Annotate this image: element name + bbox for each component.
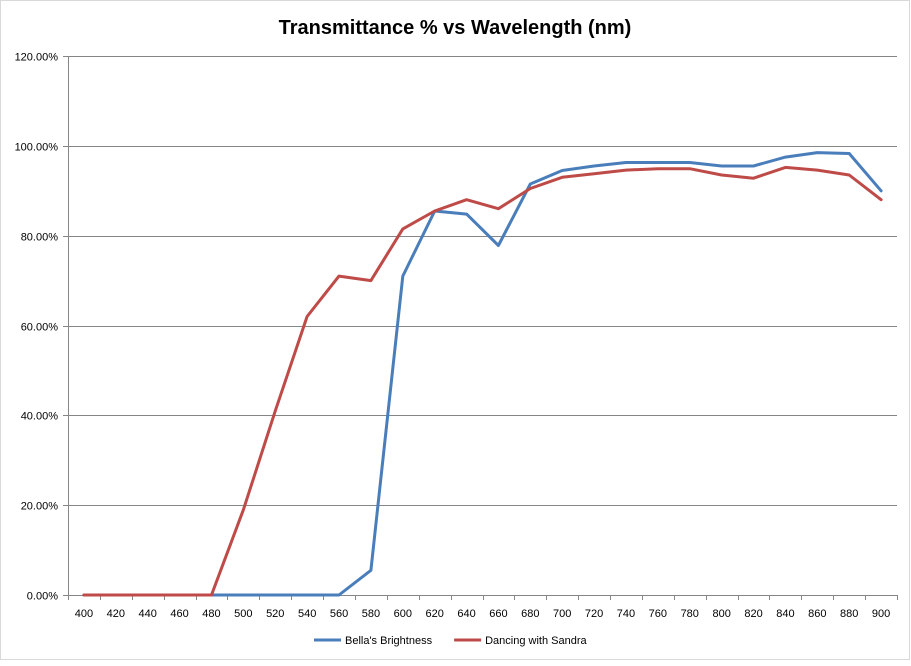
x-tick-label: 460: [170, 608, 188, 620]
x-tick-label: 560: [330, 608, 348, 620]
x-tick-label: 900: [872, 608, 890, 620]
series-lines: [82, 151, 883, 597]
x-tick-label: 700: [553, 608, 571, 620]
x-tick-label: 480: [202, 608, 220, 620]
x-tick-label: 580: [362, 608, 380, 620]
y-tick-label: 120.00%: [15, 52, 59, 64]
legend-label-2: Dancing with Sandra: [485, 635, 587, 647]
x-tick-label: 780: [681, 608, 699, 620]
x-tick-label: 860: [808, 608, 826, 620]
x-tick-label: 820: [744, 608, 762, 620]
x-tick-label: 520: [266, 608, 284, 620]
x-tick-label: 640: [457, 608, 475, 620]
y-axis-tick-labels: 0.00% 20.00% 40.00% 60.00% 80.00% 100.00% 120.…: [15, 52, 59, 603]
y-tick-label: 0.00%: [27, 591, 58, 603]
gridlines: [68, 56, 897, 506]
x-tick-label: 800: [712, 608, 730, 620]
x-tick-label: 620: [425, 608, 443, 620]
x-tick-label: 540: [298, 608, 316, 620]
series-line-1: [82, 151, 883, 597]
y-tick-label: 60.00%: [21, 322, 59, 334]
x-axis-tick-labels: 400 420 440 460 480 500 520 540 560 580 600 620 640 6…: [75, 608, 890, 620]
x-tick-label: 400: [75, 608, 93, 620]
legend-label-1: Bella's Brightness: [345, 635, 433, 647]
x-tick-label: 660: [489, 608, 507, 620]
x-tick-label: 760: [649, 608, 667, 620]
y-tick-label: 20.00%: [21, 501, 59, 513]
y-tick-label: 80.00%: [21, 232, 59, 244]
y-tick-label: 40.00%: [21, 411, 59, 423]
x-tick-label: 680: [521, 608, 539, 620]
x-tick-label: 500: [234, 608, 252, 620]
y-tick-label: 100.00%: [15, 142, 59, 154]
x-tick-label: 420: [107, 608, 125, 620]
x-tick-label: 880: [840, 608, 858, 620]
x-tick-label: 840: [776, 608, 794, 620]
legend: Bella's Brightness Dancing with Sandra: [314, 635, 587, 647]
x-tick-label: 600: [394, 608, 412, 620]
x-tick-label: 720: [585, 608, 603, 620]
series-line-2: [82, 165, 883, 597]
x-tick-label: 440: [139, 608, 157, 620]
chart-title: Transmittance % vs Wavelength (nm): [279, 17, 632, 39]
x-tick-label: 740: [617, 608, 635, 620]
